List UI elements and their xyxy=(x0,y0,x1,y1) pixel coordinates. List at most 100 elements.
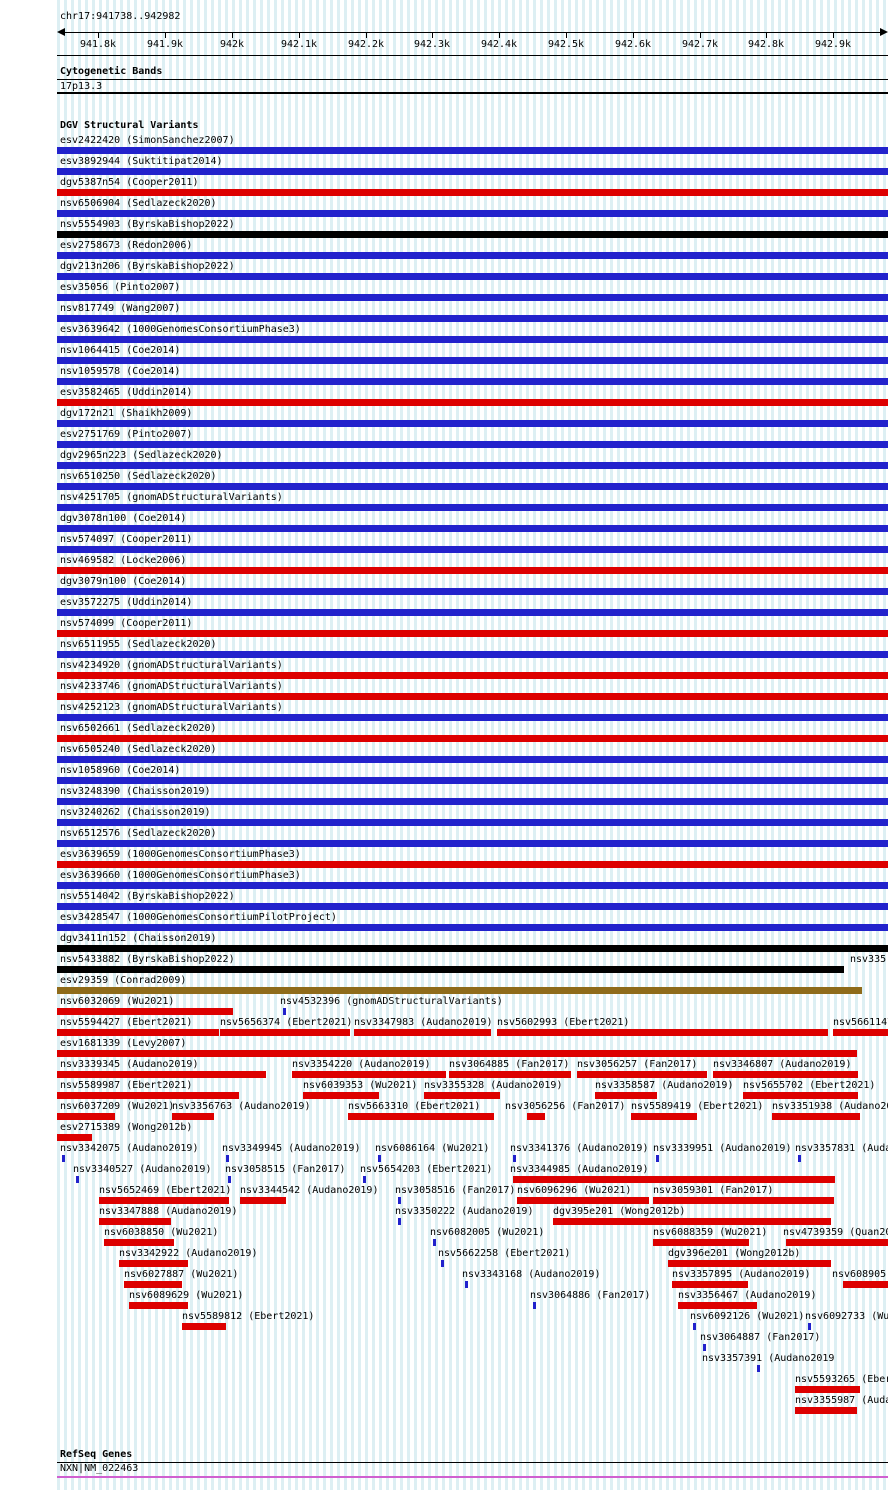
variant-bar[interactable] xyxy=(57,882,888,889)
variant-bar[interactable] xyxy=(631,1113,697,1120)
variant-label[interactable]: nsv3340527 (Audano2019) xyxy=(73,1164,212,1175)
variant-bar[interactable] xyxy=(795,1386,860,1393)
variant-label[interactable]: nsv4251705 (gnomADStructuralVariants) xyxy=(60,492,283,503)
variant-label[interactable]: dgv5387n54 (Cooper2011) xyxy=(60,177,199,188)
variant-label[interactable]: nsv5589987 (Ebert2021) xyxy=(60,1080,193,1091)
variant-bar[interactable] xyxy=(57,273,888,280)
variant-insertion-tick[interactable] xyxy=(433,1239,436,1246)
variant-bar[interactable] xyxy=(99,1218,171,1225)
variant-bar[interactable] xyxy=(57,924,888,931)
variant-bar[interactable] xyxy=(303,1092,379,1099)
variant-label[interactable]: nsv3355328 (Audano2019) xyxy=(424,1080,563,1091)
variant-bar[interactable] xyxy=(57,462,888,469)
variant-label[interactable]: nsv5655702 (Ebert2021) xyxy=(743,1080,876,1091)
variant-label[interactable]: nsv6082005 (Wu2021) xyxy=(430,1227,545,1238)
variant-label[interactable]: dgv3079n100 (Coe2014) xyxy=(60,576,187,587)
variant-label[interactable]: nsv3358587 (Audano2019) xyxy=(595,1080,734,1091)
variant-bar[interactable] xyxy=(57,693,888,700)
variant-bar[interactable] xyxy=(57,756,888,763)
variant-label[interactable]: dgv396e201 (Wong2012b) xyxy=(668,1248,801,1259)
variant-bar[interactable] xyxy=(119,1260,188,1267)
variant-bar[interactable] xyxy=(57,630,888,637)
variant-bar[interactable] xyxy=(743,1092,858,1099)
variant-insertion-tick[interactable] xyxy=(798,1155,801,1162)
variant-bar[interactable] xyxy=(99,1197,229,1204)
variant-label[interactable]: nsv5652469 (Ebert2021) xyxy=(99,1185,232,1196)
variant-bar[interactable] xyxy=(57,210,888,217)
variant-bar[interactable] xyxy=(57,861,888,868)
variant-label[interactable]: nsv3056257 (Fan2017) xyxy=(577,1059,698,1070)
variant-insertion-tick[interactable] xyxy=(378,1155,381,1162)
variant-label[interactable]: nsv3248390 (Chaisson2019) xyxy=(60,786,211,797)
variant-bar[interactable] xyxy=(449,1071,571,1078)
variant-bar[interactable] xyxy=(57,546,888,553)
variant-label[interactable]: esv3582465 (Uddin2014) xyxy=(60,387,193,398)
variant-insertion-tick[interactable] xyxy=(757,1365,760,1372)
variant-label[interactable]: nsv3357895 (Audano2019) xyxy=(672,1269,811,1280)
variant-label[interactable]: nsv3356763 (Audano2019) xyxy=(172,1101,311,1112)
variant-label[interactable]: nsv3341376 (Audano2019) xyxy=(510,1143,649,1154)
variant-label[interactable]: nsv3339951 (Audano2019) xyxy=(653,1143,792,1154)
variant-label[interactable]: esv35056 (Pinto2007) xyxy=(60,282,181,293)
variant-label[interactable]: nsv3240262 (Chaisson2019) xyxy=(60,807,211,818)
variant-bar[interactable] xyxy=(57,1071,266,1078)
variant-label[interactable]: nsv1064415 (Coe2014) xyxy=(60,345,181,356)
variant-bar[interactable] xyxy=(57,588,888,595)
variant-bar[interactable] xyxy=(57,252,888,259)
variant-bar[interactable] xyxy=(527,1113,545,1120)
variant-bar[interactable] xyxy=(772,1113,860,1120)
variant-bar[interactable] xyxy=(57,714,888,721)
variant-label[interactable]: nsv1058960 (Coe2014) xyxy=(60,765,181,776)
variant-label[interactable]: nsv3058516 (Fan2017) xyxy=(395,1185,516,1196)
variant-bar[interactable] xyxy=(653,1197,834,1204)
variant-bar[interactable] xyxy=(57,357,888,364)
variant-bar[interactable] xyxy=(57,147,888,154)
variant-label[interactable]: nsv4233746 (gnomADStructuralVariants) xyxy=(60,681,283,692)
variant-bar[interactable] xyxy=(513,1176,835,1183)
variant-bar[interactable] xyxy=(595,1092,657,1099)
variant-label[interactable]: dgv2965n223 (Sedlazeck2020) xyxy=(60,450,223,461)
variant-bar[interactable] xyxy=(172,1113,214,1120)
variant-label[interactable]: nsv5514042 (ByrskaBishop2022) xyxy=(60,891,235,902)
variant-insertion-tick[interactable] xyxy=(398,1218,401,1225)
variant-insertion-tick[interactable] xyxy=(62,1155,65,1162)
variant-bar[interactable] xyxy=(57,525,888,532)
variant-label[interactable]: nsv3346807 (Audano2019) xyxy=(713,1059,852,1070)
variant-bar[interactable] xyxy=(57,777,888,784)
variant-bar[interactable] xyxy=(57,819,888,826)
variant-label[interactable]: nsv5656374 (Ebert2021) xyxy=(220,1017,353,1028)
variant-insertion-tick[interactable] xyxy=(226,1155,229,1162)
variant-insertion-tick[interactable] xyxy=(513,1155,516,1162)
variant-bar[interactable] xyxy=(57,1050,857,1057)
variant-bar[interactable] xyxy=(57,336,888,343)
variant-insertion-tick[interactable] xyxy=(703,1344,706,1351)
variant-label[interactable]: nsv335 xyxy=(850,954,887,965)
variant-bar[interactable] xyxy=(57,294,888,301)
variant-label[interactable]: nsv3351938 (Audano2019) xyxy=(772,1101,888,1112)
variant-bar[interactable] xyxy=(57,1113,115,1120)
variant-bar[interactable] xyxy=(57,231,888,238)
variant-label[interactable]: nsv5662258 (Ebert2021) xyxy=(438,1248,571,1259)
variant-bar[interactable] xyxy=(129,1302,188,1309)
variant-bar[interactable] xyxy=(553,1218,831,1225)
variant-label[interactable]: nsv4252123 (gnomADStructuralVariants) xyxy=(60,702,283,713)
variant-bar[interactable] xyxy=(57,672,888,679)
variant-insertion-tick[interactable] xyxy=(656,1155,659,1162)
variant-label[interactable]: nsv6027887 (Wu2021) xyxy=(124,1269,239,1280)
variant-bar[interactable] xyxy=(57,1008,233,1015)
variant-label[interactable]: esv2751769 (Pinto2007) xyxy=(60,429,193,440)
variant-bar[interactable] xyxy=(653,1239,749,1246)
variant-label[interactable]: nsv6512576 (Sedlazeck2020) xyxy=(60,828,217,839)
variant-label[interactable]: nsv3343168 (Audano2019) xyxy=(462,1269,601,1280)
variant-bar[interactable] xyxy=(833,1029,888,1036)
variant-label[interactable]: nsv469582 (Locke2006) xyxy=(60,555,187,566)
variant-insertion-tick[interactable] xyxy=(533,1302,536,1309)
variant-bar[interactable] xyxy=(57,378,888,385)
cytoband-bar[interactable] xyxy=(57,92,888,94)
variant-bar[interactable] xyxy=(843,1281,888,1288)
variant-label[interactable]: dgv395e201 (Wong2012b) xyxy=(553,1206,686,1217)
variant-label[interactable]: nsv5554903 (ByrskaBishop2022) xyxy=(60,219,235,230)
variant-bar[interactable] xyxy=(57,1029,219,1036)
variant-label[interactable]: esv3428547 (1000GenomesConsortiumPilotPr… xyxy=(60,912,337,923)
variant-bar[interactable] xyxy=(57,903,888,910)
